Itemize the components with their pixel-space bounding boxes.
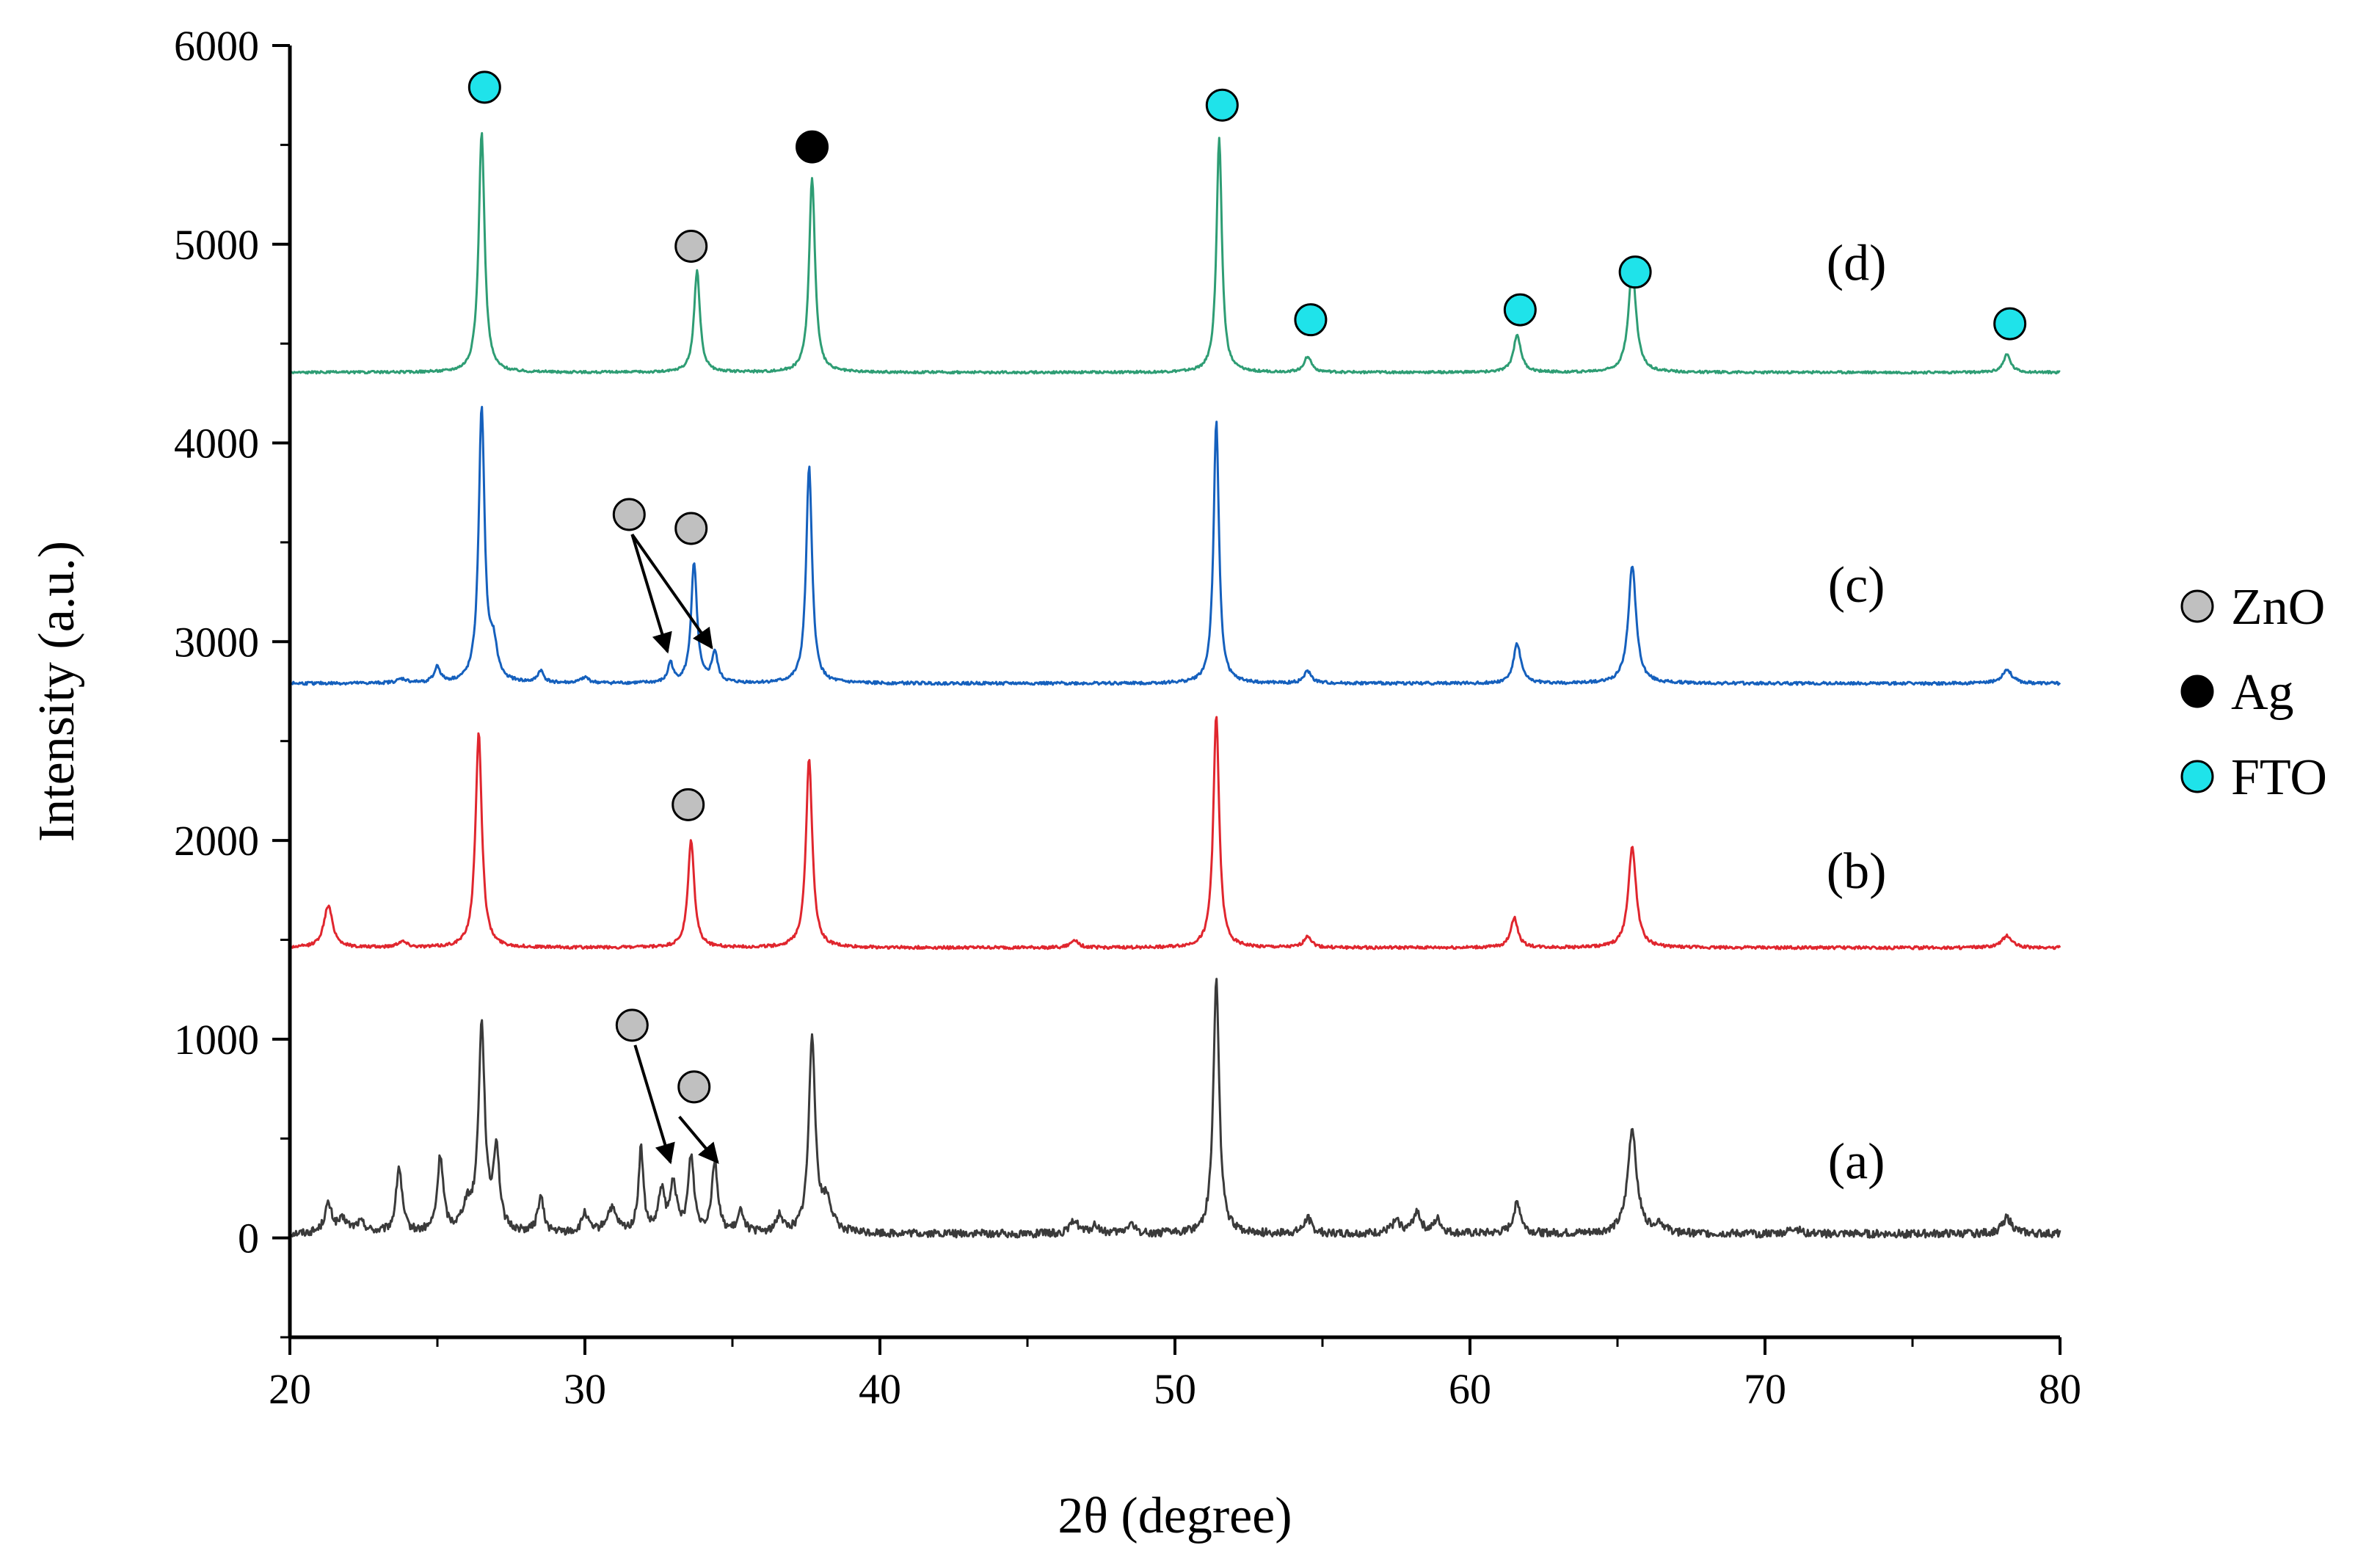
y-tick-label: 0: [238, 1215, 259, 1262]
legend-marker-ag: [2180, 675, 2214, 708]
x-tick-label: 20: [269, 1365, 311, 1413]
curve-labels: (a) (b) (c) (d): [1827, 236, 1887, 1190]
x-tick-label: 80: [2039, 1365, 2081, 1413]
legend-label-fto: FTO: [2231, 749, 2327, 806]
y-axis-title: Intensity (a.u.): [29, 541, 85, 842]
marker-fto: [1205, 88, 1239, 122]
series-(d)-line: [288, 131, 2061, 375]
x-tick-label: 30: [564, 1365, 606, 1413]
legend-label-zno: ZnO: [2231, 579, 2325, 636]
marker-fto: [1503, 293, 1537, 327]
marker-fto: [467, 70, 501, 104]
series-(a)-line: [288, 978, 2061, 1239]
marker-fto: [1618, 255, 1652, 289]
marker-zno: [677, 1070, 711, 1104]
x-ticks: 20 30 40 50 60 70 80: [269, 1337, 2081, 1413]
x-tick-label: 40: [859, 1365, 901, 1413]
y-tick-label: 1000: [174, 1016, 259, 1064]
marker-zno: [674, 229, 708, 263]
x-tick-label: 60: [1449, 1365, 1491, 1413]
marker-zno: [612, 498, 646, 531]
marker-fto: [1993, 307, 2027, 341]
curve-label-0: (a): [1828, 1133, 1885, 1190]
legend-marker-zno: [2180, 589, 2214, 623]
marker-zno: [615, 1008, 649, 1042]
plot-traces: [288, 131, 2061, 1239]
marker-ag: [796, 130, 829, 164]
curve-label-3: (d): [1827, 236, 1887, 292]
y-tick-label: 5000: [174, 221, 259, 269]
marker-zno: [674, 512, 708, 545]
annotation-arrow: [630, 534, 672, 654]
curve-label-1: (b): [1827, 843, 1887, 900]
series-(b)-line: [288, 716, 2061, 950]
legend: ZnO Ag FTO: [2180, 579, 2327, 806]
legend-label-ag: Ag: [2231, 664, 2294, 721]
y-tick-label: 2000: [174, 817, 259, 865]
legend-marker-fto: [2180, 760, 2214, 793]
annotation-arrow: [633, 1044, 675, 1165]
y-tick-label: 3000: [174, 618, 259, 666]
marker-fto: [1294, 303, 1328, 337]
annotation-arrow: [630, 533, 713, 650]
series-(c)-line: [289, 405, 2061, 686]
y-ticks: 0 1000 2000 3000 4000 5000 6000: [174, 22, 290, 1339]
phase-markers: [467, 70, 2027, 1165]
axes: [288, 46, 2060, 1339]
x-axis-title: 2θ (degree): [1058, 1488, 1292, 1544]
annotation-arrow: [678, 1116, 719, 1164]
marker-zno: [672, 788, 705, 821]
curve-label-2: (c): [1828, 557, 1885, 614]
x-tick-label: 50: [1154, 1365, 1196, 1413]
y-tick-label: 6000: [174, 22, 259, 70]
y-tick-label: 4000: [174, 420, 259, 468]
x-tick-label: 70: [1744, 1365, 1786, 1413]
